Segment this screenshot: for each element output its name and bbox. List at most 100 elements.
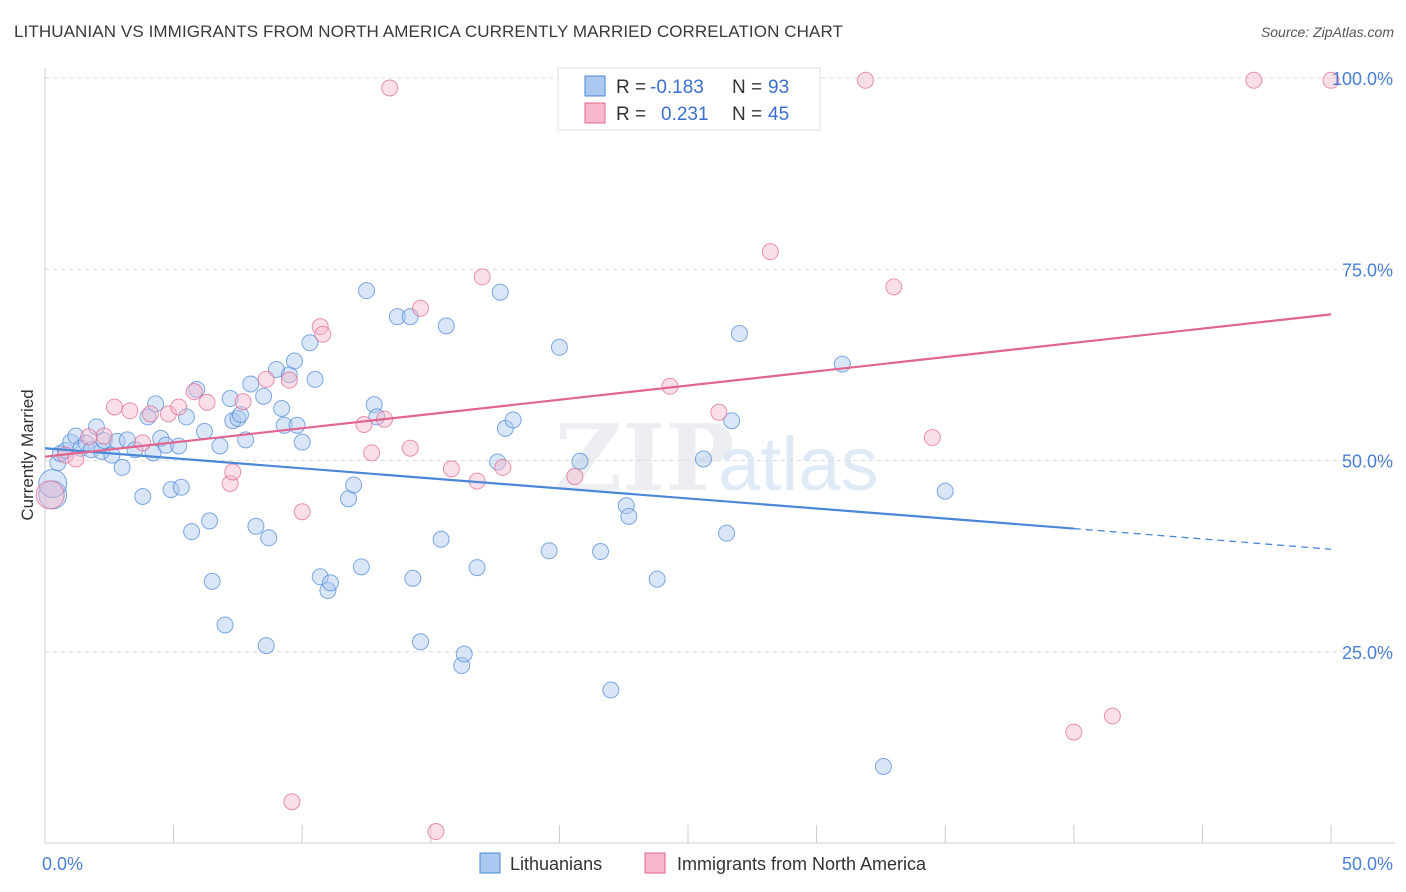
data-point <box>592 543 610 561</box>
data-point <box>571 452 589 470</box>
data-point <box>856 71 874 89</box>
y-axis-label: Currently Married <box>18 389 37 520</box>
data-point <box>473 268 491 286</box>
data-point <box>617 497 635 515</box>
data-point <box>224 463 242 481</box>
data-point <box>1322 71 1340 89</box>
watermark-atlas: atlas <box>718 422 879 507</box>
data-point <box>455 645 473 663</box>
data-point <box>159 405 177 423</box>
data-point <box>314 325 332 343</box>
data-point <box>285 352 303 370</box>
data-point <box>211 437 229 455</box>
data-point <box>1245 71 1263 89</box>
bottom-legend-swatch-lithuanians <box>479 852 501 874</box>
data-point <box>540 542 558 560</box>
data-point <box>874 758 892 775</box>
data-point <box>203 572 221 590</box>
data-point <box>134 434 152 452</box>
data-point <box>198 393 216 411</box>
data-point <box>412 299 430 317</box>
data-point <box>468 559 486 577</box>
data-point <box>494 458 512 476</box>
legend-swatch-immigrants <box>584 102 606 124</box>
data-point <box>648 570 666 588</box>
trend-line-immigrants <box>44 313 1332 458</box>
data-point <box>260 529 278 547</box>
data-point <box>1103 707 1121 725</box>
bottom-legend-swatch-immigrants <box>644 852 666 874</box>
trend-line-lithuanians <box>44 447 1074 530</box>
bottom-legend-label-immigrants: Immigrants from North America <box>677 854 927 874</box>
x-tick-label-max: 50.0% <box>1342 854 1393 874</box>
data-point <box>401 439 419 457</box>
data-point <box>185 383 203 401</box>
chart-title: LITHUANIAN VS IMMIGRANTS FROM NORTH AMER… <box>14 22 844 41</box>
data-point <box>936 482 954 500</box>
data-point <box>504 411 522 429</box>
data-point <box>694 450 712 468</box>
y-tick-label: 50.0% <box>1342 452 1393 472</box>
source-credit: Source: ZipAtlas.com <box>1260 24 1394 40</box>
data-point <box>352 558 370 576</box>
data-point <box>550 338 568 356</box>
y-tick-label: 75.0% <box>1342 260 1393 280</box>
x-tick-label-min: 0.0% <box>42 854 83 874</box>
data-point <box>602 681 620 699</box>
data-point <box>355 416 373 434</box>
axes <box>44 68 1395 844</box>
data-point <box>152 429 170 447</box>
data-point <box>620 507 638 525</box>
data-point <box>311 568 329 586</box>
data-point <box>280 371 298 389</box>
data-point <box>141 405 159 423</box>
legend-n-label-1: N = <box>732 77 762 98</box>
data-point <box>427 823 445 841</box>
data-point <box>201 512 219 530</box>
data-point <box>442 460 460 478</box>
data-point <box>432 530 450 548</box>
data-point <box>231 406 249 424</box>
legend-n-label-2: N = <box>732 104 762 125</box>
data-point <box>923 429 941 447</box>
data-point <box>195 422 213 440</box>
data-point <box>381 79 399 97</box>
data-point <box>105 398 123 416</box>
legend-r-label-2: R = <box>616 104 646 125</box>
y-tick-label: 25.0% <box>1342 643 1393 663</box>
data-point <box>121 402 139 420</box>
data-point <box>147 395 165 413</box>
data-point <box>234 393 252 411</box>
data-point <box>437 317 455 335</box>
data-point <box>718 524 736 542</box>
points-layer <box>35 71 1340 841</box>
data-point <box>1065 723 1083 741</box>
data-point <box>293 503 311 521</box>
data-point <box>730 325 748 343</box>
data-point <box>255 387 273 405</box>
trend-layer <box>44 313 1332 550</box>
legend-n-value-1: 93 <box>768 77 789 98</box>
legend-r-value-2: 0.231 <box>661 104 709 125</box>
legend-r-label-1: R = <box>616 77 646 98</box>
trend-line-extension-lithuanians <box>1073 527 1332 550</box>
data-point <box>404 569 422 587</box>
data-point <box>293 433 311 451</box>
series-immigrants <box>35 71 1340 841</box>
data-point <box>723 412 741 430</box>
y-tick-label: 100.0% <box>1332 69 1393 89</box>
data-point <box>95 427 113 445</box>
data-point <box>113 458 131 476</box>
data-point <box>489 453 507 471</box>
data-point <box>170 398 188 416</box>
tick-labels: 25.0% 50.0% 75.0% 100.0% 0.0% 50.0% <box>42 69 1393 874</box>
data-point <box>885 278 903 296</box>
data-point <box>257 637 275 655</box>
data-point <box>388 308 406 326</box>
data-point <box>321 574 339 592</box>
data-point <box>761 243 779 261</box>
data-point <box>216 616 234 634</box>
data-point <box>172 478 190 496</box>
data-point <box>288 416 306 434</box>
